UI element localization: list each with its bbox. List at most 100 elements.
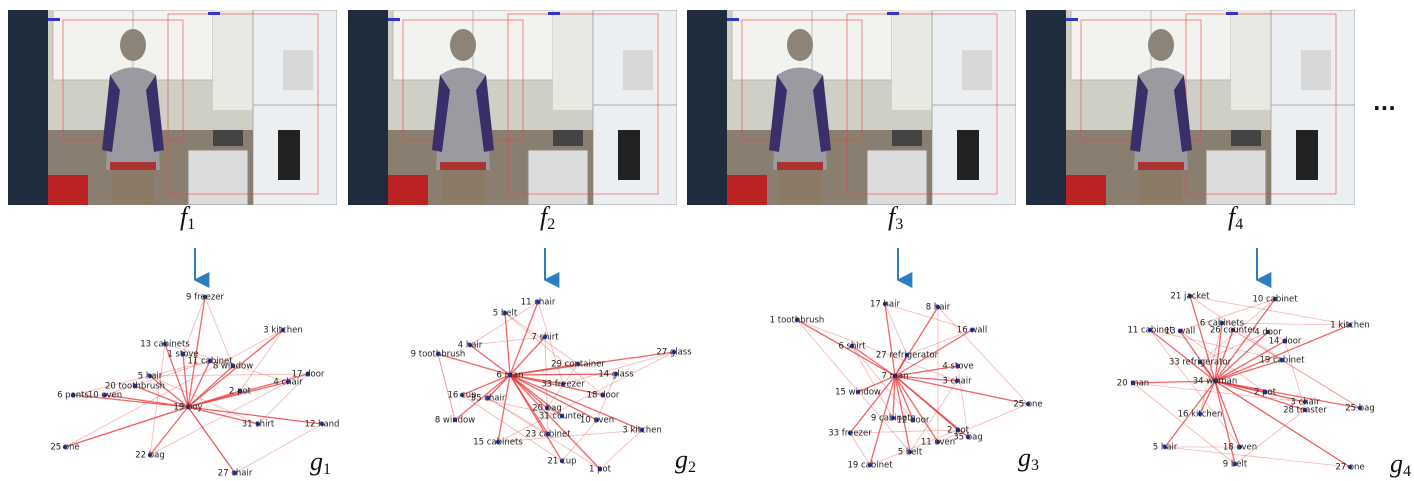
node-label: 16 wall (957, 326, 987, 336)
frames: f1 f2 f3 f4 (8, 10, 1355, 280)
node-label: 25 bag (1345, 404, 1375, 414)
frame-index: 1 (187, 216, 195, 233)
graph-edges (1133, 296, 1360, 467)
node-label: 2 pot (229, 387, 252, 397)
node-label: 18 door (587, 391, 620, 401)
figure: f1 f2 f3 f4 ... 9 freezer 3 kitchen 13 cabine… (0, 0, 1414, 481)
frame-label: f3 (888, 202, 903, 233)
node-label: 35 bag (953, 433, 983, 443)
node-label: 8 hair (926, 303, 951, 313)
node-label: 3 chair (942, 377, 972, 387)
node-label: 5 hair (1153, 443, 1178, 453)
graph-index: 2 (688, 459, 696, 476)
node-label: 3 kitchen (622, 426, 661, 436)
node-label: 33 refrigerator (1169, 358, 1232, 368)
graph-name: g (1018, 443, 1031, 472)
node-label: 8 window (213, 362, 253, 372)
node-label: 8 window (435, 416, 475, 426)
graph-label: g1 (310, 447, 331, 478)
node-label: 7 man (882, 372, 909, 382)
edge (538, 302, 563, 384)
frame-label: f1 (180, 202, 195, 233)
frame-index: 3 (895, 216, 903, 233)
frame-label: f4 (1228, 202, 1243, 233)
graph-label: g4 (1390, 449, 1411, 480)
node-label: 15 window (835, 388, 881, 398)
edge (438, 354, 455, 420)
node-label: 1 kitchen (1330, 321, 1369, 331)
node-label: 25 one (1013, 400, 1042, 410)
node-label: 18 oven (1223, 443, 1257, 453)
node-label: 27 glass (656, 348, 692, 358)
node-label: 1 pot (589, 465, 612, 475)
node-label: 6 pants (57, 391, 89, 401)
video-frame (348, 10, 677, 205)
edge (505, 313, 510, 375)
node-label: 2 pot (1254, 388, 1277, 398)
node-label: 9 belt (1223, 460, 1248, 470)
frame-label: f2 (540, 202, 555, 233)
edge (235, 424, 322, 473)
node-label: 12 hand (305, 420, 340, 430)
node-label: 25 one (50, 443, 79, 453)
graph-name: g (1390, 449, 1403, 478)
edge (1200, 323, 1222, 414)
node-label: 20 man (1117, 379, 1149, 389)
node-label: 28 toaster (1283, 406, 1327, 416)
edge (562, 420, 597, 461)
node-label: 9 freezer (186, 293, 225, 303)
node-label: 31 counter (539, 412, 586, 422)
node-label: 12 door (897, 416, 930, 426)
node-label: 22 bag (135, 451, 165, 461)
node-label: 5 belt (898, 448, 923, 458)
graph-index: 4 (1403, 463, 1411, 480)
node-label: 10 oven (580, 416, 614, 426)
video-frame (1026, 10, 1355, 205)
node-label: 33 freezer (541, 380, 585, 390)
graph-label: g2 (675, 445, 696, 476)
node-label: 14 glass (598, 370, 634, 380)
node-label: 7 shirt (531, 333, 559, 343)
node-label: 6 shirt (838, 342, 866, 352)
node-label: 19 cabinet (847, 461, 893, 471)
ellipsis: ... (1373, 91, 1396, 115)
graph-index: 1 (323, 461, 331, 478)
node-label: 17 hair (870, 300, 900, 310)
video-frame (8, 10, 337, 205)
node-label: 1 toothbrush (770, 316, 825, 326)
node-label: 34 woman (1193, 377, 1238, 387)
node-label: 4 stove (942, 362, 973, 372)
edge (850, 376, 895, 433)
edge (600, 430, 642, 469)
node-label: 19 boy (173, 403, 202, 413)
node-label: 4 chair (273, 378, 303, 388)
node-label: 29 container (551, 360, 605, 370)
node-label: 13 cabinets (140, 340, 190, 350)
node-label: 11 oven (921, 438, 955, 448)
node-label: 33 freezer (828, 429, 872, 439)
node-label: 15 cabinets (473, 438, 523, 448)
node-label: 27 refrigerator (876, 351, 939, 361)
graph-edges (797, 304, 1028, 465)
node-label: 13 wall (1165, 327, 1195, 337)
node-label: 5 belt (493, 309, 518, 319)
node-label: 16 kitchen (1178, 410, 1223, 420)
frame-index: 4 (1235, 216, 1243, 233)
graph-index: 3 (1031, 457, 1039, 474)
edge (150, 376, 258, 424)
node-label: 21 cup (548, 457, 577, 467)
node-label: 27 chair (218, 469, 253, 479)
node-label: 35 chair (471, 394, 506, 404)
node-label: 11 chair (521, 298, 556, 308)
node-label: 19 cabinet (1259, 356, 1305, 366)
node-label: 31 shirt (242, 420, 275, 430)
node-label: 9 toothbrush (411, 350, 466, 360)
graph-name: g (675, 445, 688, 474)
edge (65, 407, 188, 447)
node-label: 21 jacket (1171, 292, 1211, 302)
graphs: 9 freezer3 kitchen13 cabinets1 stove11 c… (50, 292, 1411, 481)
node-label: 14 door (1269, 337, 1302, 347)
node-label: 3 kitchen (263, 326, 302, 336)
node-label: 23 cabinet (525, 430, 571, 440)
node-label: 5 hair (138, 372, 163, 382)
